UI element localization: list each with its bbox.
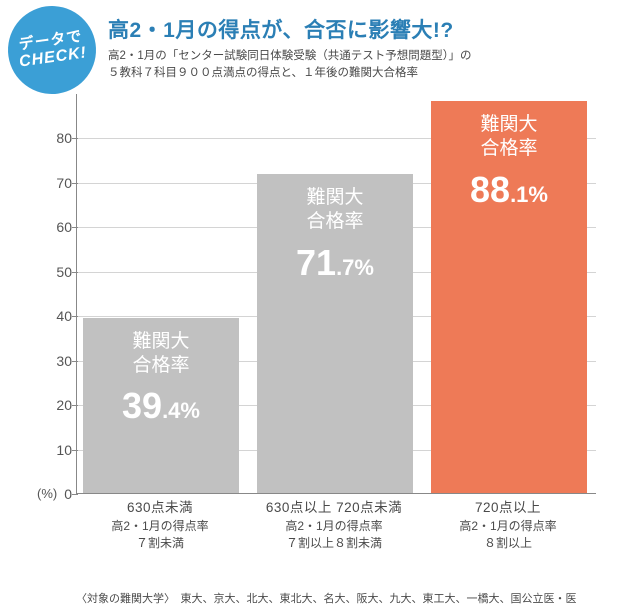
category-label: 630点未満高2・1月の得点率７割未満 <box>82 498 238 552</box>
y-tick-label: 0 <box>42 486 72 502</box>
page-title: 高2・1月の得点が、合否に影響大!? <box>108 14 607 44</box>
bar-value-label: 難関大合格率71.7% <box>257 186 413 285</box>
y-tick-label: 80 <box>42 130 72 146</box>
footnote: 〈対象の難関大学〉 東大、京大、北大、東北大、名大、阪大、九大、東工大、一橋大、… <box>76 590 577 606</box>
header: データで CHECK! 高2・1月の得点が、合否に影響大!? 高2・1月の「セン… <box>0 0 617 89</box>
bar: 難関大合格率39.4% <box>83 318 239 493</box>
y-tick-label: 10 <box>42 442 72 458</box>
y-tick-label: 70 <box>42 175 72 191</box>
y-tick-label: 20 <box>42 397 72 413</box>
bar-chart: (%) 01020304050607080難関大合格率39.4%難関大合格率71… <box>36 94 596 534</box>
page-subtitle: 高2・1月の「センター試験同日体験受験（共通テスト予想問題型）」の５教科７科目９… <box>108 48 607 81</box>
y-tick-label: 30 <box>42 353 72 369</box>
check-badge: データで CHECK! <box>2 0 101 99</box>
bar: 難関大合格率88.1% <box>431 101 587 493</box>
category-label: 720点以上高2・1月の得点率８割以上 <box>430 498 586 552</box>
y-tick-label: 50 <box>42 264 72 280</box>
bar: 難関大合格率71.7% <box>257 174 413 493</box>
y-tick-label: 60 <box>42 219 72 235</box>
category-label: 630点以上 720点未満高2・1月の得点率７割以上８割未満 <box>256 498 412 552</box>
bar-value-label: 難関大合格率88.1% <box>431 113 587 212</box>
bar-value-label: 難関大合格率39.4% <box>83 330 239 429</box>
y-tick-label: 40 <box>42 308 72 324</box>
plot-area: (%) 01020304050607080難関大合格率39.4%難関大合格率71… <box>76 94 596 494</box>
